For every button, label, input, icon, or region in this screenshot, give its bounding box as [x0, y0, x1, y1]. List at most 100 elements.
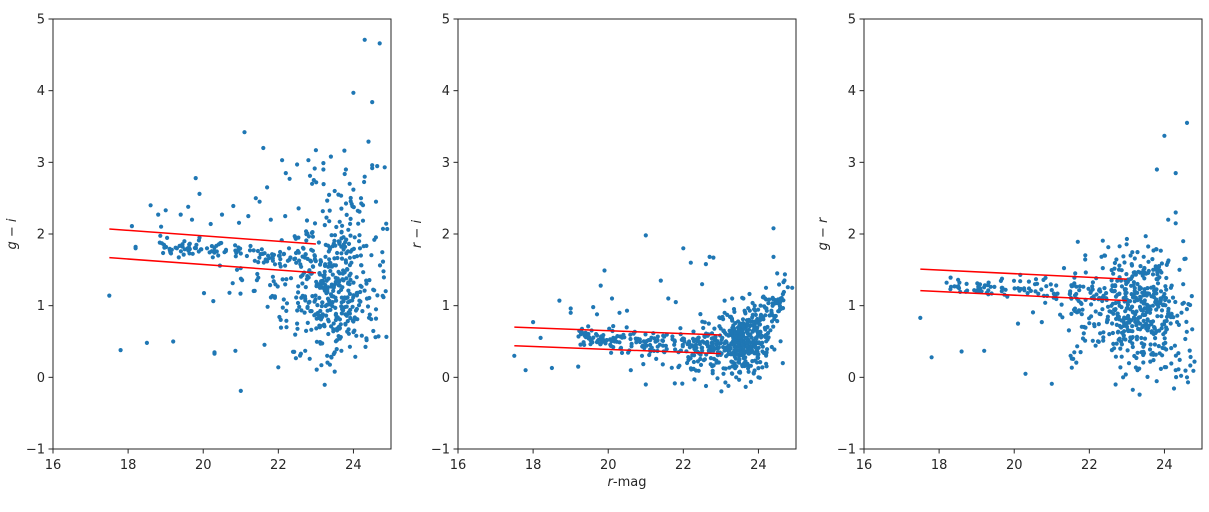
data-point [284, 308, 289, 313]
data-point [359, 284, 364, 289]
data-point [345, 329, 350, 334]
data-point [756, 375, 761, 380]
data-point [1086, 286, 1091, 291]
data-point [314, 180, 319, 185]
data-point [1113, 294, 1119, 299]
data-point [1048, 282, 1053, 287]
data-point [1173, 210, 1178, 215]
data-point [1141, 360, 1146, 365]
data-point [672, 342, 677, 347]
data-point [356, 221, 361, 226]
data-point [578, 342, 583, 347]
data-point [256, 260, 261, 265]
data-point [753, 358, 758, 363]
data-point [369, 317, 374, 322]
data-point [168, 251, 174, 256]
data-point [381, 269, 386, 274]
data-point [317, 295, 322, 300]
red-selection-line [109, 228, 316, 245]
data-point [1130, 387, 1135, 392]
data-point [1180, 301, 1185, 306]
data-point [1067, 292, 1072, 297]
data-point [144, 340, 149, 345]
data-point [294, 260, 299, 265]
data-point [1163, 284, 1168, 289]
data-point [338, 322, 343, 327]
data-point [680, 381, 685, 386]
data-point [624, 325, 629, 330]
data-point [1143, 321, 1149, 327]
data-point [1101, 335, 1106, 340]
data-point [549, 365, 555, 371]
data-point [1179, 310, 1184, 315]
data-point [979, 289, 984, 294]
data-point [713, 335, 718, 341]
data-point [1039, 320, 1044, 325]
data-point [748, 379, 754, 384]
data-point [745, 331, 750, 336]
data-point [1146, 244, 1151, 249]
data-point [1173, 171, 1178, 176]
data-point [314, 279, 319, 284]
data-point [331, 329, 336, 334]
data-point [326, 319, 331, 324]
data-point [296, 206, 301, 211]
data-point [182, 247, 187, 252]
data-point [1123, 294, 1128, 299]
data-point [328, 302, 333, 307]
data-point [1152, 342, 1157, 347]
data-point [334, 347, 339, 352]
data-point [619, 350, 625, 355]
data-point [612, 339, 617, 344]
axes-frame [863, 18, 1203, 450]
data-point [383, 289, 388, 294]
data-point [1150, 319, 1156, 324]
data-point [693, 368, 699, 373]
data-point [719, 389, 724, 394]
data-point [1164, 327, 1169, 332]
data-point [598, 283, 603, 288]
y-tick-label: 4 [37, 84, 45, 99]
data-point [1105, 317, 1110, 322]
data-point [1173, 368, 1178, 373]
y-tick-label: 1 [442, 299, 450, 314]
data-point [680, 336, 685, 341]
data-point [1176, 351, 1181, 356]
data-point [719, 337, 724, 342]
data-point [764, 361, 769, 366]
data-point [268, 283, 273, 288]
data-point [1141, 312, 1146, 318]
data-point [294, 295, 299, 300]
data-point [304, 238, 309, 243]
data-point [681, 246, 686, 251]
data-point [1022, 286, 1027, 291]
data-point [193, 176, 198, 181]
data-point [771, 324, 776, 329]
data-point [351, 330, 356, 335]
data-point [772, 347, 777, 352]
data-point [1141, 254, 1146, 259]
y-tick-label: 3 [442, 156, 450, 171]
data-point [718, 315, 723, 321]
data-point [295, 308, 300, 313]
data-point [716, 345, 722, 350]
data-point [340, 223, 345, 228]
data-point [343, 244, 348, 249]
data-point [370, 163, 375, 168]
red-selection-line [514, 326, 721, 336]
data-point [709, 336, 714, 341]
data-point [1125, 348, 1130, 353]
data-point [227, 290, 232, 295]
data-point [211, 299, 216, 304]
data-point [669, 365, 674, 370]
data-point [1142, 336, 1148, 341]
data-point [673, 347, 678, 352]
data-point [288, 255, 293, 260]
data-point [611, 324, 616, 329]
data-point [1123, 337, 1128, 342]
data-point [333, 243, 338, 248]
data-point [738, 370, 743, 375]
data-point [1134, 337, 1139, 342]
data-point [731, 323, 736, 328]
data-point [342, 171, 347, 177]
